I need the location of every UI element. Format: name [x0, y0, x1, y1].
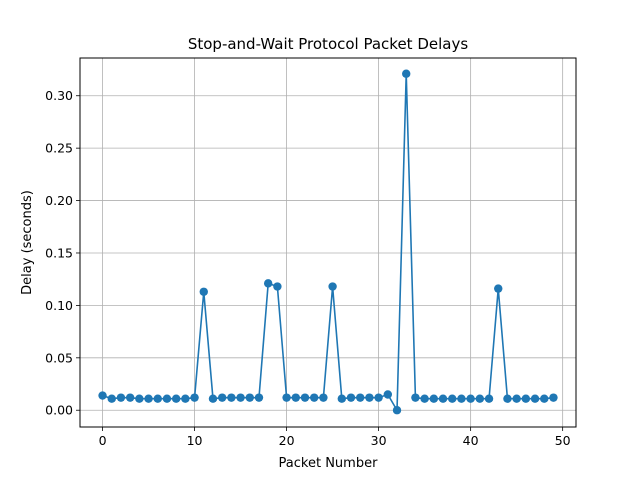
series-layer	[98, 69, 558, 415]
x-tick-label: 40	[463, 433, 479, 448]
data-point	[217, 393, 227, 402]
chart-title: Stop-and-Wait Protocol Packet Delays	[188, 35, 468, 53]
data-point	[125, 393, 135, 402]
data-point	[227, 393, 236, 402]
data-point	[282, 393, 291, 402]
data-point	[438, 394, 448, 403]
data-point	[116, 393, 126, 402]
y-tick-label: 0.25	[45, 141, 73, 156]
data-point	[448, 394, 457, 403]
data-point	[300, 393, 310, 402]
x-tick-label: 50	[555, 433, 571, 448]
data-point	[356, 393, 365, 402]
y-tick-label: 0.15	[45, 245, 73, 260]
data-point	[429, 394, 439, 403]
x-tick-label: 20	[279, 433, 295, 448]
x-tick-label: 30	[371, 433, 387, 448]
data-point	[383, 390, 393, 399]
data-point	[263, 279, 273, 288]
data-point	[503, 394, 512, 403]
data-point	[273, 282, 282, 291]
data-point	[309, 393, 319, 402]
data-point	[199, 287, 208, 296]
data-point	[475, 394, 485, 403]
data-point	[457, 394, 466, 403]
data-point	[181, 394, 190, 403]
data-point	[540, 394, 549, 403]
data-point	[402, 69, 411, 78]
data-point	[411, 393, 420, 402]
data-point	[512, 394, 521, 403]
data-point	[171, 394, 181, 403]
data-point	[291, 393, 300, 402]
x-tick-label: 10	[187, 433, 203, 448]
data-point	[98, 391, 107, 400]
y-tick-label: 0.00	[45, 403, 73, 418]
data-point	[466, 394, 475, 403]
y-axis-label: Delay (seconds)	[20, 190, 35, 295]
data-point	[245, 393, 254, 402]
data-point	[153, 394, 162, 403]
data-point	[236, 393, 245, 402]
data-point	[392, 406, 402, 415]
data-point	[190, 393, 199, 402]
plot-frame	[79, 57, 577, 428]
y-tick-label: 0.05	[45, 350, 73, 365]
data-point	[494, 284, 503, 293]
data-point	[162, 394, 172, 403]
data-point	[319, 393, 328, 402]
data-point	[521, 394, 531, 403]
data-point	[346, 393, 356, 402]
data-point	[135, 394, 144, 403]
data-point	[365, 393, 374, 402]
grid	[80, 58, 576, 427]
y-tick-label: 0.20	[45, 193, 73, 208]
y-tick-label: 0.30	[45, 88, 73, 103]
y-axis: 0.00 0.05 0.10 0.15 0.20 0.25 0.30	[45, 88, 80, 418]
data-point	[374, 393, 383, 402]
data-point	[328, 282, 337, 291]
data-point	[144, 394, 153, 403]
data-point	[420, 394, 429, 403]
x-axis: 0 10 20 30 40 50	[99, 427, 571, 448]
x-tick-label: 0	[99, 433, 107, 448]
data-point	[254, 393, 264, 402]
data-point	[107, 394, 116, 403]
y-tick-label: 0.10	[45, 298, 73, 313]
data-point	[484, 394, 494, 403]
data-point	[549, 393, 558, 402]
x-axis-label: Packet Number	[279, 456, 379, 471]
data-point	[208, 394, 218, 403]
data-point	[337, 394, 347, 403]
data-point	[530, 394, 540, 403]
